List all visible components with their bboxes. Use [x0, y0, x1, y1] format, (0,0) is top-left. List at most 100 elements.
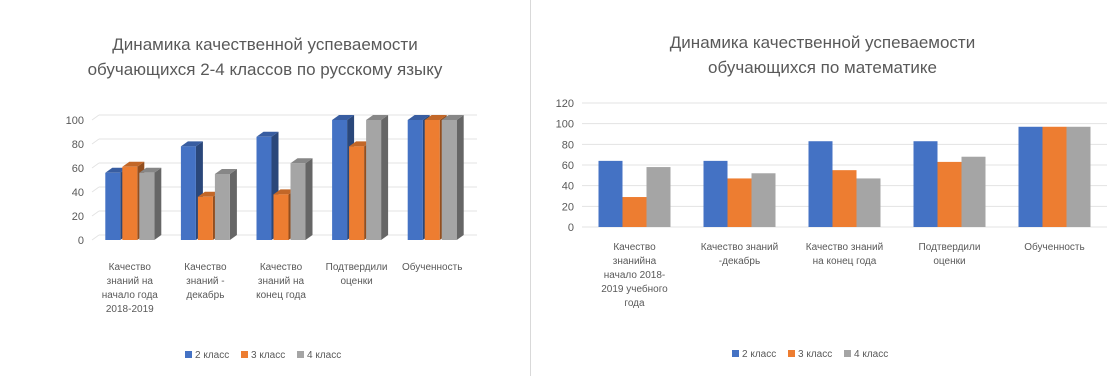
- legend-swatch: [844, 350, 851, 357]
- bar: [1066, 126, 1091, 227]
- y-tick-label: 60: [72, 163, 84, 175]
- chart-title-line-1: Динамика качественной успеваемости: [670, 33, 975, 52]
- legend-entry: 3 класс: [251, 350, 285, 361]
- x-category-label: конец года: [256, 290, 306, 301]
- legend-entry: 3 класс: [798, 349, 832, 360]
- y-tick-label: 40: [562, 181, 574, 193]
- legend-entry: 4 класс: [854, 349, 888, 360]
- x-category-label: Подтвердили: [919, 242, 981, 253]
- bar-side: [154, 167, 162, 240]
- x-category-label: оценки: [340, 276, 372, 287]
- x-category-label: Качество: [260, 262, 303, 273]
- chart-panel-russian: Динамика качественной успеваемости обучаю…: [0, 0, 531, 376]
- bar: [273, 194, 289, 240]
- bar: [751, 173, 776, 227]
- y-tick-label: 20: [562, 201, 574, 213]
- bar-top: [273, 189, 296, 195]
- bar: [256, 136, 272, 240]
- bar: [407, 120, 423, 240]
- y-tick-label: 0: [568, 222, 574, 234]
- gridline-side: [91, 114, 100, 121]
- y-tick-label: 0: [78, 235, 84, 247]
- bar: [703, 160, 728, 227]
- bar-side: [456, 115, 464, 240]
- legend-entry: 4 класс: [307, 350, 341, 361]
- bar-top: [214, 169, 237, 174]
- x-category-label: начало года: [102, 290, 159, 301]
- x-category-label: оценки: [933, 256, 965, 267]
- bar: [105, 172, 121, 240]
- x-category-label: знаний на: [258, 276, 305, 287]
- bar: [961, 156, 986, 227]
- x-category-label: Обученность: [1024, 241, 1084, 253]
- bar-side: [381, 115, 389, 240]
- y-tick-label: 80: [72, 139, 84, 151]
- bar: [646, 167, 671, 227]
- bar-top: [407, 115, 430, 120]
- bar: [727, 178, 752, 227]
- bar-top: [349, 141, 372, 147]
- bar-side: [229, 169, 237, 240]
- bar: [122, 166, 138, 240]
- chart-title-line-2: обучающихся 2-4 классов по русскому язык…: [88, 60, 443, 79]
- bar-top: [139, 167, 162, 173]
- x-category-label: 2019 учебного: [601, 283, 668, 295]
- x-category-label: года: [624, 298, 645, 309]
- y-tick-label: 60: [562, 160, 574, 172]
- legend-entry: 2 класс: [742, 349, 776, 360]
- bar-top: [424, 115, 447, 120]
- gridline-side: [91, 210, 100, 217]
- x-category-label: Обученность: [402, 261, 462, 273]
- legend-swatch: [185, 351, 192, 358]
- legend-swatch: [241, 351, 248, 358]
- chart-title-line-1: Динамика качественной успеваемости: [112, 35, 417, 54]
- y-tick-label: 100: [556, 119, 574, 131]
- bar-side: [305, 158, 313, 240]
- x-category-label: Качество знаний: [806, 242, 883, 253]
- gridline-side: [91, 186, 100, 193]
- x-category-label: знаний на: [107, 276, 154, 287]
- bar-top: [332, 115, 355, 120]
- x-category-label: знаний -: [186, 276, 224, 287]
- chart-panel-math: Динамика качественной успеваемости обучаю…: [532, 0, 1113, 376]
- y-tick-label: 40: [72, 187, 84, 199]
- bar: [290, 163, 306, 240]
- bar-top: [290, 158, 313, 164]
- legend-swatch: [297, 351, 304, 358]
- x-category-label: декабрь: [186, 289, 224, 301]
- x-category-label: -декабрь: [719, 255, 760, 267]
- bar-top: [441, 115, 464, 120]
- x-category-label: на конец года: [813, 256, 877, 267]
- x-category-label: начало 2018-: [604, 270, 666, 281]
- bar: [441, 120, 457, 240]
- bar-top: [105, 167, 128, 173]
- x-category-label: Качество: [613, 242, 656, 253]
- x-category-label: знанийна: [613, 256, 657, 267]
- gridline-side: [91, 162, 100, 169]
- bar: [332, 120, 348, 240]
- y-tick-label: 120: [556, 98, 574, 110]
- x-category-label: Качество: [109, 262, 152, 273]
- bar: [349, 146, 365, 240]
- y-tick-label: 20: [72, 211, 84, 223]
- bar: [180, 146, 196, 240]
- legend-swatch: [732, 350, 739, 357]
- bar: [197, 196, 213, 240]
- bar: [1042, 126, 1067, 227]
- chart-title-line-2: обучающихся по математике: [708, 58, 937, 77]
- y-tick-label: 80: [562, 139, 574, 151]
- gridline-side: [91, 234, 100, 241]
- bar: [214, 174, 230, 240]
- x-category-label: Качество знаний: [701, 242, 778, 253]
- x-category-label: Подтвердили: [326, 262, 388, 273]
- bar: [139, 172, 155, 240]
- y-tick-label: 100: [66, 115, 84, 127]
- bar: [913, 141, 938, 227]
- chart-math-svg: Динамика качественной успеваемости обучаю…: [556, 33, 1107, 360]
- bar: [832, 170, 857, 227]
- bar-top: [366, 115, 389, 120]
- legend-swatch: [788, 350, 795, 357]
- legend-entry: 2 класс: [195, 350, 229, 361]
- bar: [622, 197, 647, 227]
- bar: [366, 120, 382, 240]
